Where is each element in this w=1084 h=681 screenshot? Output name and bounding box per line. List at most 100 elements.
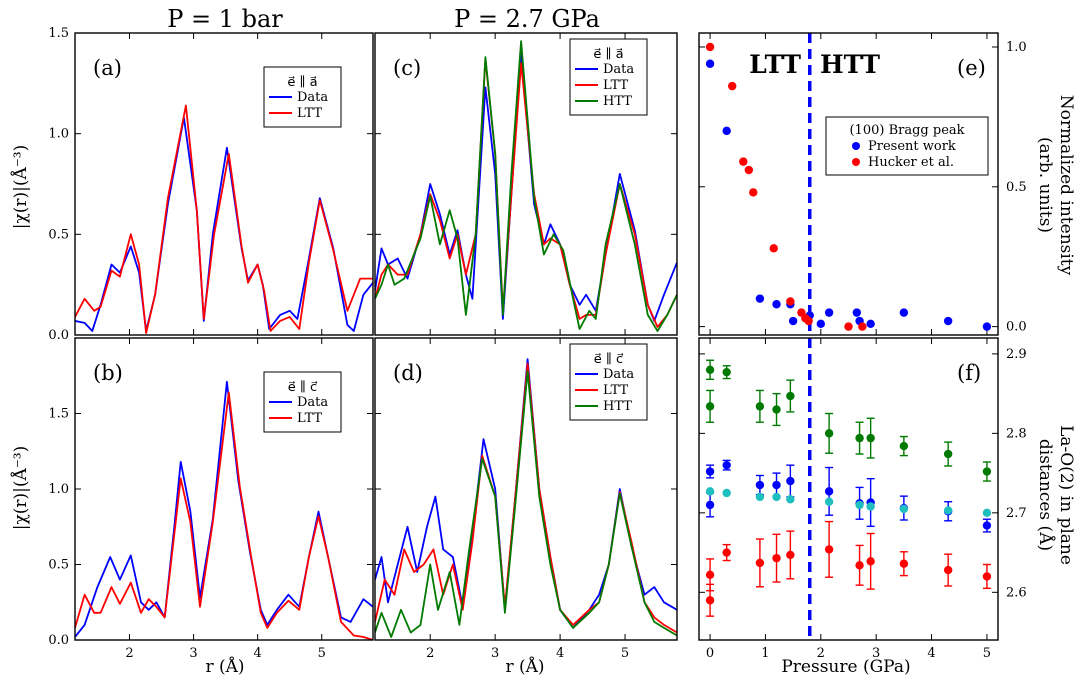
panel-label: (b) xyxy=(93,361,123,385)
legend-entry: HTT xyxy=(603,399,632,414)
data-point xyxy=(705,500,715,510)
x-tick-label: 3 xyxy=(491,646,499,661)
legend-marker xyxy=(852,158,860,166)
y-tick-label: 2.6 xyxy=(1006,585,1027,600)
data-point xyxy=(772,492,781,502)
xlabel-r-right: r (Å) xyxy=(505,656,544,677)
y-tick-label: 0.0 xyxy=(48,328,69,343)
data-point xyxy=(855,433,864,443)
x-tick-label: 4 xyxy=(927,646,935,661)
series-line-ltt xyxy=(75,104,373,334)
data-point xyxy=(705,570,715,580)
data-point xyxy=(786,550,795,560)
panel-label: (c) xyxy=(393,56,421,80)
y-tick-label: 1.0 xyxy=(48,482,69,497)
data-point xyxy=(755,402,765,411)
data-point xyxy=(786,297,795,306)
legend-entry: Data xyxy=(603,62,634,77)
x-tick-label: 4 xyxy=(556,646,564,661)
title-left: P = 1 bar xyxy=(167,5,283,33)
data-point xyxy=(755,480,765,490)
data-point xyxy=(722,126,731,136)
data-point xyxy=(899,504,909,514)
series-line-htt xyxy=(375,370,677,638)
data-point xyxy=(844,322,853,331)
phase-label-htt: HTT xyxy=(820,50,880,79)
legend-title: (100) Bragg peak xyxy=(849,123,964,138)
data-point xyxy=(772,553,781,563)
data-point xyxy=(744,165,754,175)
y-tick-label: 0.5 xyxy=(48,558,69,573)
legend-entry: LTT xyxy=(603,78,628,93)
x-tick-label: 3 xyxy=(872,646,880,661)
data-point xyxy=(705,59,715,68)
xlabel-pressure: Pressure (GPa) xyxy=(781,657,910,677)
ylabel-chi-bottom: |χ(r)|(Å⁻³) xyxy=(10,446,31,530)
panel-label: (f) xyxy=(957,361,981,385)
x-tick-label: 5 xyxy=(318,646,326,661)
axes-frame xyxy=(374,337,678,641)
data-point xyxy=(722,460,731,470)
legend-entry: Present work xyxy=(868,139,956,154)
data-point xyxy=(722,367,731,377)
y-tick-label: 1.0 xyxy=(48,127,69,142)
data-point xyxy=(982,521,992,530)
data-point xyxy=(804,316,813,326)
data-point xyxy=(772,405,781,414)
y-tick-label: 1.0 xyxy=(1006,40,1027,55)
panel-f: 0 1 2 3 4 5 2.6 2.7 2.8 2.9 (f) xyxy=(698,337,1027,661)
axes-frame xyxy=(374,32,678,336)
data-point xyxy=(786,495,795,504)
legend-entry: Data xyxy=(603,367,634,382)
legend-title: e⃗ ∥ c⃗ xyxy=(288,380,318,395)
legend-entry: Hucker et al. xyxy=(868,155,954,170)
data-point xyxy=(705,42,715,52)
data-point xyxy=(899,308,909,317)
axes-frame xyxy=(698,337,999,641)
legend-entry: LTT xyxy=(603,383,628,398)
phase-label-ltt: LTT xyxy=(749,50,801,79)
ylabel-intensity-1: Normalized intensity xyxy=(1056,95,1076,276)
data-point xyxy=(728,81,737,91)
x-tick-label: 5 xyxy=(983,646,991,661)
series-line-data xyxy=(75,116,373,332)
data-point xyxy=(749,188,758,197)
data-point xyxy=(788,316,798,326)
y-tick-label: 1.5 xyxy=(48,26,69,41)
legend-marker xyxy=(852,142,860,150)
legend-box xyxy=(569,38,648,116)
legend-entry: LTT xyxy=(297,106,322,121)
legend-entry: Data xyxy=(297,395,328,410)
data-point xyxy=(866,557,875,566)
axes-frame xyxy=(74,32,374,336)
data-point xyxy=(899,559,909,568)
data-point xyxy=(866,502,875,511)
plot-area xyxy=(75,380,373,640)
legend-entry: HTT xyxy=(603,94,632,109)
panel-label: (e) xyxy=(957,56,986,80)
y-tick-label: 2.9 xyxy=(1006,347,1027,362)
y-tick-label: 0.5 xyxy=(48,227,69,242)
data-point xyxy=(705,365,715,374)
plot-area xyxy=(75,104,373,334)
axes-frame xyxy=(698,32,999,336)
panel-label: (a) xyxy=(93,56,122,80)
y-tick-label: 0.5 xyxy=(1006,180,1027,195)
data-point xyxy=(824,429,834,438)
x-tick-label: 1 xyxy=(761,646,769,661)
data-point xyxy=(982,467,992,476)
data-point xyxy=(755,492,765,502)
series-line-htt xyxy=(375,40,677,332)
data-point xyxy=(772,300,781,309)
data-point xyxy=(866,433,875,443)
y-tick-label: 0.0 xyxy=(1006,320,1027,335)
data-point xyxy=(858,322,867,331)
data-point xyxy=(722,548,731,557)
data-point xyxy=(824,545,834,554)
data-point xyxy=(982,322,992,331)
data-point xyxy=(816,319,826,329)
data-point xyxy=(943,316,953,326)
